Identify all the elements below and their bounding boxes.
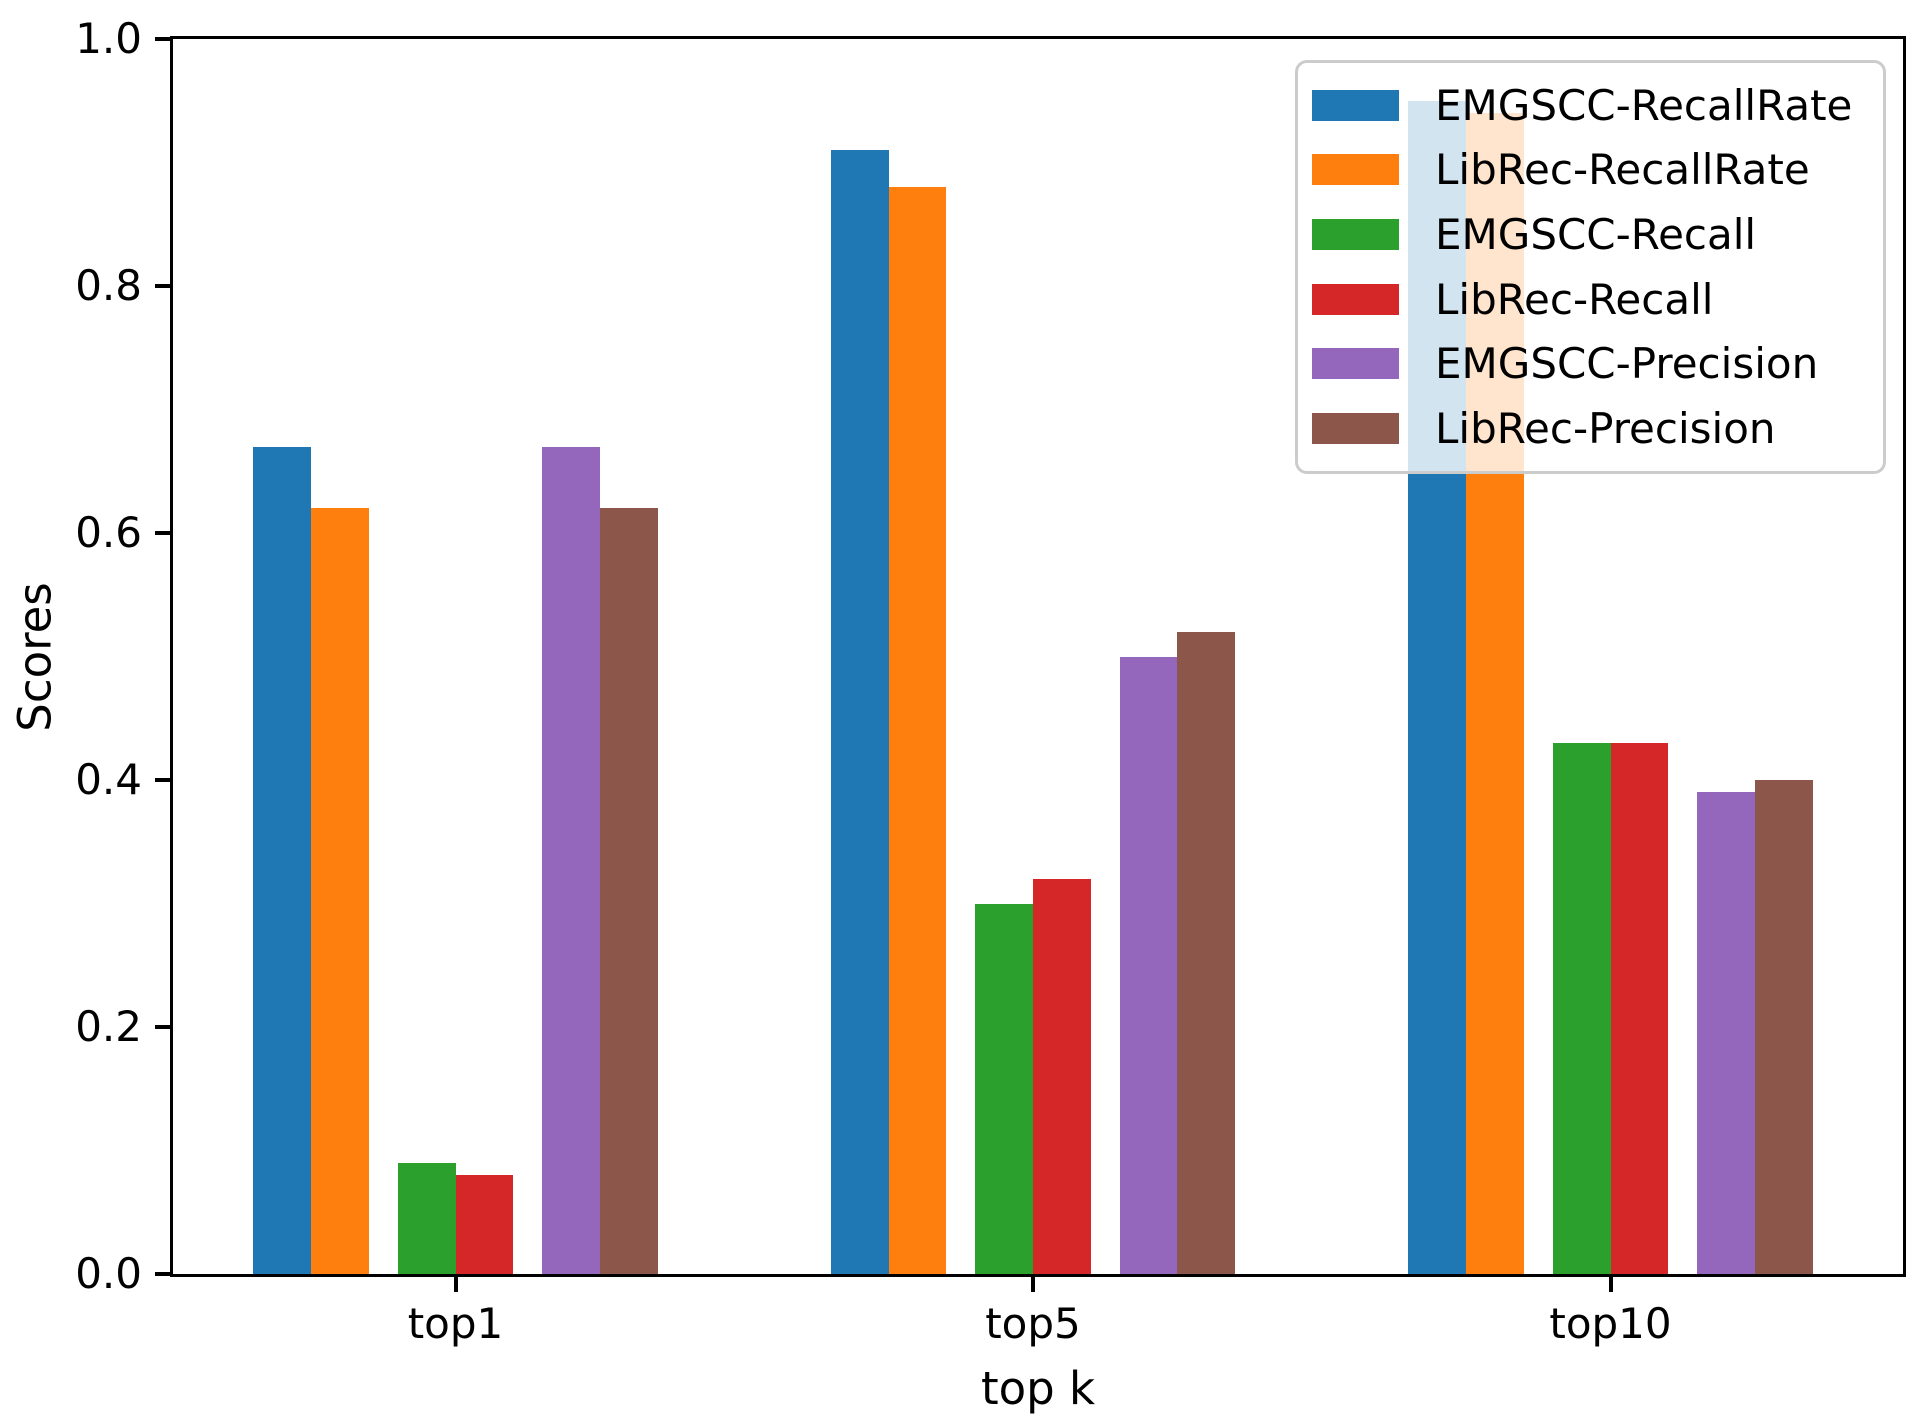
bar-LibRec-RecallRate-top1: [311, 508, 369, 1274]
bar-EMGSCC-RecallRate-top1: [253, 446, 312, 1274]
bar-LibRec-Recall-top10: [1610, 742, 1669, 1274]
y-tick-label: 0.0: [75, 1249, 142, 1298]
legend-swatch-LibRec-Precision: [1312, 413, 1399, 445]
bar-EMGSCC-Precision-top5: [1119, 656, 1178, 1274]
y-tick: [155, 531, 170, 535]
bar-LibRec-RecallRate-top5: [888, 187, 947, 1274]
y-tick: [155, 1025, 170, 1029]
legend: EMGSCC-RecallRate LibRec-RecallRate EMGSCC…: [1295, 60, 1886, 474]
x-axis-label: top k: [980, 1362, 1096, 1415]
x-tick-label: top10: [1549, 1299, 1672, 1348]
legend-label: EMGSCC-Recall: [1435, 210, 1757, 260]
y-tick-label: 0.8: [75, 261, 142, 310]
legend-swatch-EMGSCC-Recall: [1312, 219, 1399, 251]
legend-item: EMGSCC-RecallRate: [1312, 81, 1873, 130]
x-tick: [1031, 1277, 1035, 1292]
y-tick-label: 0.6: [75, 508, 142, 557]
legend-item: EMGSCC-Precision: [1312, 339, 1873, 388]
legend-swatch-EMGSCC-RecallRate: [1312, 89, 1399, 121]
bar-EMGSCC-Precision-top10: [1697, 792, 1755, 1274]
bar-EMGSCC-Precision-top1: [542, 446, 600, 1274]
legend-swatch-LibRec-RecallRate: [1312, 154, 1399, 186]
legend-label: LibRec-Precision: [1435, 404, 1776, 454]
legend-label: LibRec-Recall: [1435, 274, 1714, 324]
x-tick-label: top1: [407, 1299, 504, 1348]
bar-LibRec-Recall-top1: [455, 1175, 514, 1274]
bar-EMGSCC-Recall-top1: [397, 1162, 456, 1274]
bar-LibRec-Recall-top5: [1033, 878, 1091, 1274]
legend-item: LibRec-RecallRate: [1312, 145, 1873, 194]
x-tick-label: top5: [985, 1299, 1081, 1348]
bar-LibRec-Precision-top1: [599, 508, 658, 1274]
x-tick: [453, 1277, 458, 1292]
x-tick: [1608, 1277, 1613, 1292]
legend-label: LibRec-RecallRate: [1435, 145, 1810, 195]
legend-item: LibRec-Precision: [1312, 404, 1873, 453]
bar-LibRec-Precision-top5: [1177, 631, 1236, 1274]
legend-swatch-LibRec-Recall: [1312, 283, 1399, 315]
y-tick: [155, 778, 170, 782]
legend-label: EMGSCC-RecallRate: [1435, 80, 1853, 130]
y-tick-label: 1.0: [75, 14, 142, 63]
y-axis-label: Scores: [8, 581, 62, 732]
bar-LibRec-Precision-top10: [1754, 780, 1813, 1274]
y-tick-label: 0.4: [75, 755, 142, 804]
y-tick: [155, 1272, 170, 1276]
bar-EMGSCC-RecallRate-top5: [830, 150, 889, 1274]
bar-EMGSCC-Recall-top5: [975, 903, 1033, 1274]
legend-item: LibRec-Recall: [1312, 275, 1873, 324]
legend-swatch-EMGSCC-Precision: [1312, 348, 1399, 380]
y-tick: [155, 284, 170, 288]
bar-EMGSCC-Recall-top10: [1552, 742, 1611, 1274]
legend-item: EMGSCC-Recall: [1312, 210, 1873, 259]
legend-label: EMGSCC-Precision: [1435, 339, 1819, 389]
y-tick-label: 0.2: [75, 1002, 142, 1051]
y-tick: [155, 37, 170, 41]
